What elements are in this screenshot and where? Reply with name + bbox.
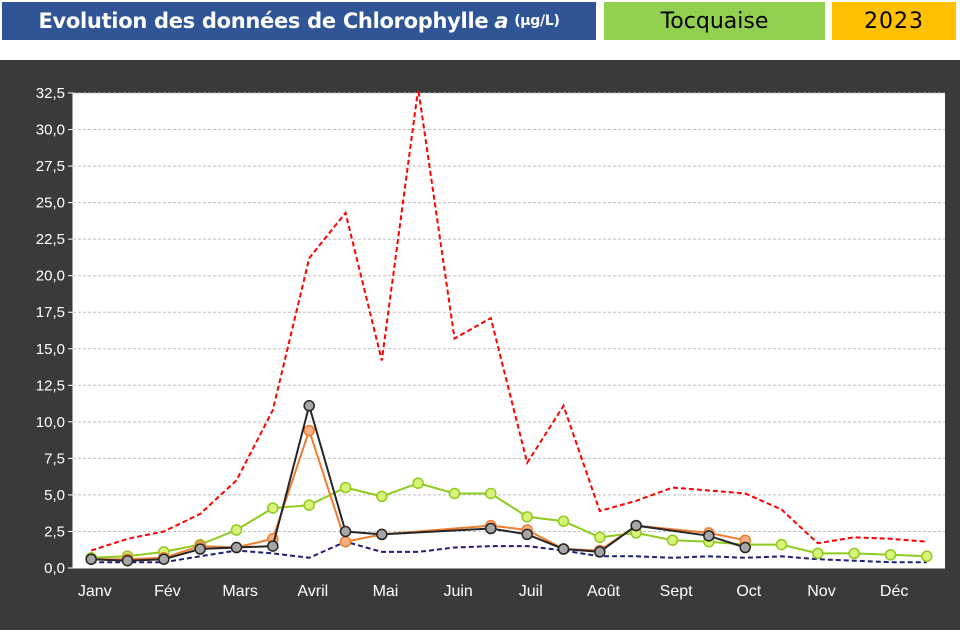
x-tick-label: Août [587, 583, 620, 600]
x-tick-label: Déc [880, 583, 908, 600]
series-5-point [158, 553, 170, 565]
y-tick-label: 0,0 [44, 560, 65, 577]
series-4-point [339, 535, 352, 548]
y-tick-label: 12,5 [36, 377, 65, 394]
series-1-line [90, 91, 927, 552]
series-5-point [376, 528, 388, 541]
y-tick-label: 15,0 [36, 341, 65, 358]
site-label: Tocquaise [604, 2, 825, 40]
series-3-point [594, 531, 606, 544]
chart-title-banner: Evolution des données de Chlorophylle a … [2, 2, 596, 40]
series-3-point [921, 550, 933, 563]
x-tick-label: Juin [443, 583, 472, 600]
series-3-point [267, 502, 279, 514]
line-chart: 0,0 2,5 5,0 7,5 10,0 12,5 15,0 17,5 20,0 22,5 25,0… [36, 85, 945, 600]
x-tick-label: Sept [660, 583, 693, 600]
x-tick-label: Janv [78, 583, 112, 600]
chart-title-unit: (µg/L) [514, 13, 560, 29]
chart-title-italic: a [494, 9, 509, 33]
series-5-point [267, 540, 279, 552]
plot-area [73, 93, 945, 568]
series-3-line [91, 482, 927, 559]
y-tick-label: 2,5 [44, 523, 65, 540]
year-value: 2023 [864, 8, 924, 34]
series-3-point [303, 499, 315, 511]
y-tick-label: 30,0 [36, 122, 65, 139]
series-3-point [884, 549, 897, 561]
year-label: 2023 [832, 2, 956, 40]
series-5-point [630, 519, 642, 532]
series-5-point [485, 522, 497, 535]
x-tick-label: Avril [297, 583, 328, 600]
series-5-point [121, 554, 134, 567]
series-5-point [557, 543, 570, 555]
series-3-point [412, 477, 424, 489]
series-3-point [230, 524, 243, 536]
series-3-point [666, 534, 679, 546]
series-3-point [848, 547, 860, 560]
x-tick-label: Oct [736, 583, 761, 600]
series-3-point [339, 481, 352, 494]
chart-frame: 0,0 2,5 5,0 7,5 10,0 12,5 15,0 17,5 20,0 22,5 25,0… [0, 60, 960, 630]
y-tick-label: 10,0 [36, 414, 65, 431]
series-5-line [91, 402, 746, 562]
series-2-line [91, 540, 927, 564]
chart-title: Evolution des données de Chlorophylle [38, 9, 489, 33]
series-3-point [557, 515, 570, 527]
series-5-point [230, 541, 243, 554]
series-3-point [812, 547, 824, 560]
x-tick-label: Nov [807, 583, 835, 600]
site-name: Tocquaise [660, 8, 769, 34]
series-5-point [303, 400, 315, 412]
y-tick-label: 5,0 [44, 487, 65, 504]
series-3-point [376, 490, 388, 503]
x-tick-label: Juil [519, 583, 543, 600]
series-4-point [303, 424, 315, 437]
x-tick-label: Mai [373, 583, 399, 600]
series-5-point [194, 543, 206, 555]
series-5-point [739, 541, 751, 554]
x-tick-label: Fév [154, 583, 181, 600]
y-tick-label: 20,0 [36, 268, 65, 285]
series-3-point [775, 538, 788, 551]
y-tick-label: 32,5 [36, 85, 65, 102]
series-3-point [485, 487, 497, 500]
series-5-point [594, 546, 606, 558]
series-5-point [521, 528, 533, 541]
series-5-point [85, 553, 97, 565]
y-tick-label: 27,5 [36, 158, 65, 175]
series-5-point [339, 525, 352, 538]
x-tick-label: Mars [222, 583, 258, 600]
series-3-point [448, 487, 461, 500]
y-tick-label: 7,5 [44, 450, 65, 467]
y-tick-label: 17,5 [36, 304, 65, 321]
series-3-point [521, 511, 533, 523]
y-tick-label: 22,5 [36, 231, 65, 248]
y-tick-label: 25,0 [36, 195, 65, 212]
series-5-point [703, 530, 715, 542]
